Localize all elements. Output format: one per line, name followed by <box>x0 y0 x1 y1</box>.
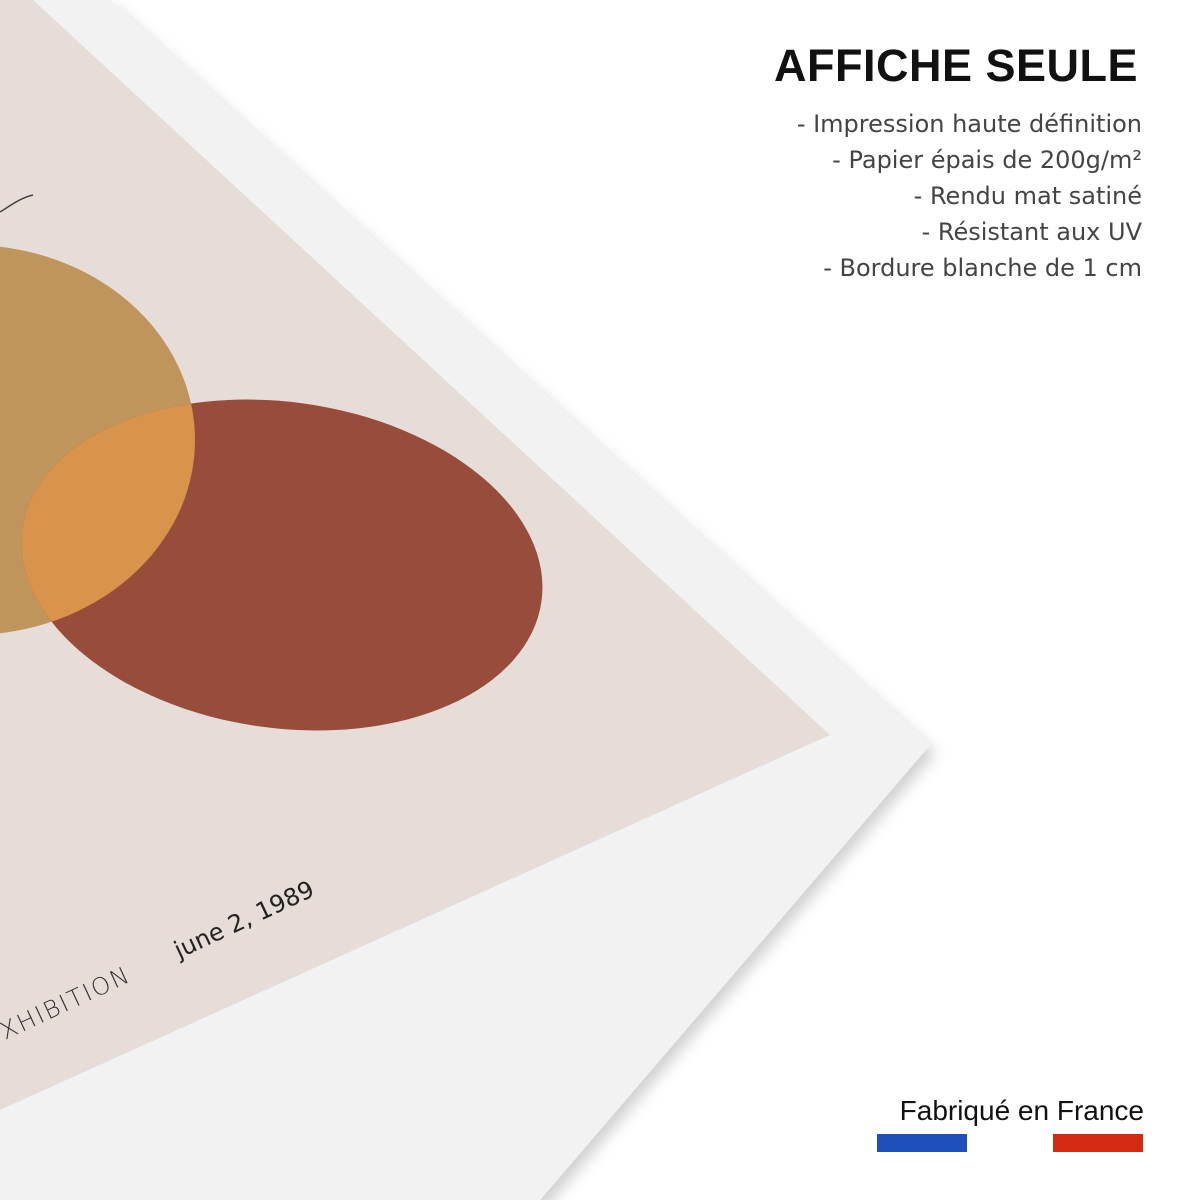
feature-item: - Rendu mat satiné <box>913 182 1142 210</box>
made-in-france-label: Fabriqué en France <box>899 1095 1144 1126</box>
product-title: AFFICHE SEULE <box>773 40 1138 91</box>
feature-item: - Papier épais de 200g/m² <box>832 146 1142 174</box>
feature-item: - Résistant aux UV <box>921 218 1142 246</box>
feature-item: - Bordure blanche de 1 cm <box>823 254 1142 282</box>
flag-blue-stripe <box>877 1134 967 1152</box>
overlap-region <box>0 367 195 635</box>
flag-red-stripe <box>1053 1134 1143 1152</box>
feature-list: - Impression haute définition - Papier é… <box>797 106 1142 286</box>
feature-item: - Impression haute définition <box>796 110 1142 138</box>
signature <box>0 194 34 213</box>
